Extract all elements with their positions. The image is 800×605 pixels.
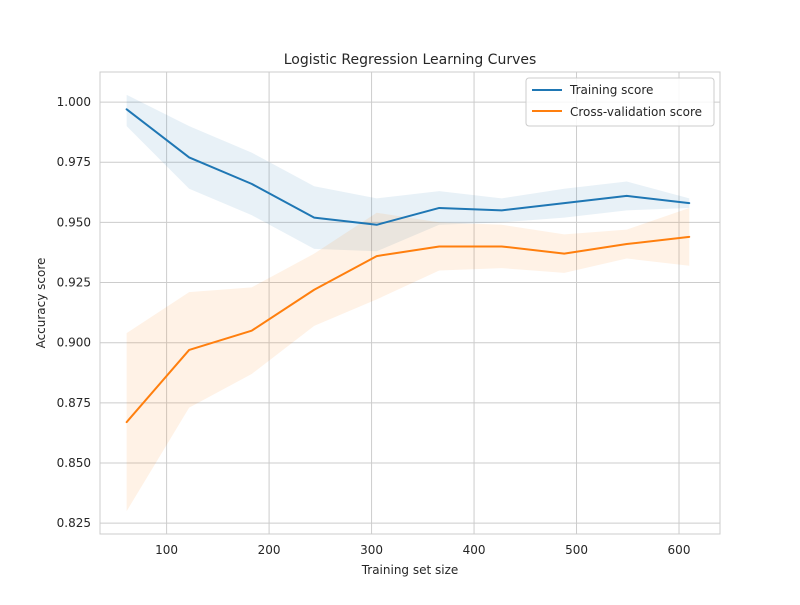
y-tick-label: 0.950 [57,215,91,229]
y-tick-label: 0.825 [57,516,91,530]
training-score-band [126,94,690,252]
legend: Training score Cross-validation score [525,77,715,127]
y-tick-label: 0.850 [57,456,91,470]
plot-frame [99,71,721,535]
y-tick-label: 0.875 [57,396,91,410]
x-tick-label: 200 [258,543,281,557]
cv-score-line [125,235,691,424]
legend-box [525,77,715,127]
x-tick-labels: 100 200 300 400 500 600 [155,543,690,557]
x-axis-label: Training set size [361,563,459,577]
training-score-line [125,108,691,226]
series-lines [125,108,691,424]
confidence-bands [126,94,690,512]
x-tick-label: 100 [155,543,178,557]
y-tick-label: 0.900 [57,336,91,350]
x-tick-label: 300 [360,543,383,557]
cv-score-band [126,207,690,512]
x-tick-label: 400 [463,543,486,557]
y-tick-label: 0.975 [57,155,91,169]
legend-label-training: Training score [569,83,653,97]
y-tick-label: 1.000 [57,95,91,109]
plot-area [100,72,720,534]
y-axis-label: Accuracy score [34,258,48,349]
y-tick-labels: 0.825 0.850 0.875 0.900 0.925 0.950 0.975 1.000 [57,95,91,530]
legend-label-cv: Cross-validation score [570,105,702,119]
x-tick-label: 500 [565,543,588,557]
x-tick-label: 600 [668,543,691,557]
grid [100,72,720,534]
y-tick-label: 0.925 [57,276,91,290]
chart-title: Logistic Regression Learning Curves [284,52,537,68]
